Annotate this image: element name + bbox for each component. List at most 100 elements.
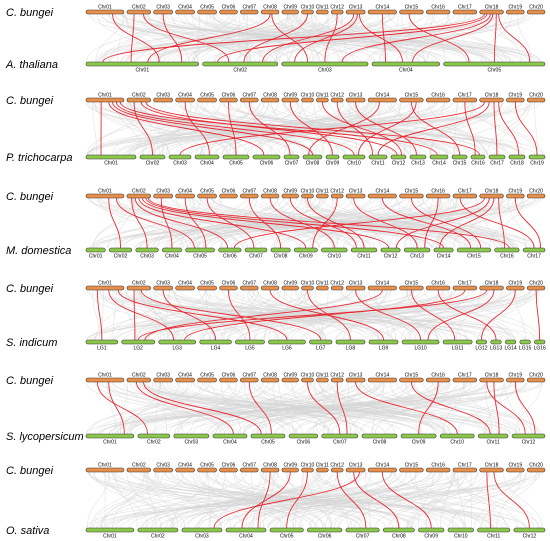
background-link (102, 471, 527, 529)
syntenic-link (498, 13, 531, 63)
syntenic-link (115, 197, 195, 249)
background-link (417, 471, 434, 529)
reference-chromosome-1-19 (506, 9, 525, 15)
target-chromosome-3-4 (162, 247, 182, 253)
background-link (240, 13, 514, 63)
reference-chromosome-2-4 (175, 97, 195, 103)
syntenic-link (437, 289, 497, 341)
reference-chromosome-label: Chr01 (98, 5, 112, 11)
reference-chromosome-label: Chr16 (431, 281, 445, 287)
reference-chromosome-1-6 (219, 9, 238, 15)
background-link (171, 289, 515, 341)
reference-chromosome-label: Chr20 (529, 189, 543, 195)
background-link (389, 381, 450, 435)
syntenic-link (262, 13, 355, 63)
reference-chromosome-4-6 (219, 285, 238, 291)
background-link (263, 471, 275, 529)
background-link (227, 381, 304, 435)
background-link (111, 471, 455, 529)
background-link (276, 471, 466, 529)
target-chromosome-label: Chr17 (490, 161, 504, 167)
reference-chromosome-5-17 (452, 377, 478, 383)
reference-chromosome-5-11 (316, 377, 329, 383)
background-link (323, 289, 537, 341)
background-link (126, 381, 385, 435)
background-link (194, 197, 376, 249)
background-link (448, 471, 522, 529)
syntenic-link (307, 381, 341, 435)
background-link (236, 381, 533, 435)
background-link (156, 197, 361, 249)
reference-chromosome-4-7 (240, 285, 259, 291)
syntenic-link (464, 101, 476, 156)
reference-chromosome-1-8 (260, 9, 280, 15)
target-chromosome-label: Chr06 (318, 534, 332, 540)
target-chromosome-2-5 (222, 154, 250, 160)
target-chromosome-2-16 (470, 154, 486, 160)
background-link (138, 289, 312, 341)
syntenic-link (493, 471, 530, 529)
target-chromosome-2-12 (390, 154, 407, 160)
reference-chromosome-4-2 (126, 285, 151, 291)
reference-chromosome-label: Chr02 (132, 5, 146, 11)
background-link (193, 197, 200, 249)
background-link (213, 13, 333, 63)
background-link (391, 101, 492, 156)
background-link (236, 289, 522, 341)
reference-chromosome-1-17 (452, 9, 478, 15)
background-link (100, 289, 189, 341)
target-chromosome-label: Chr09 (412, 440, 426, 446)
background-link (153, 381, 297, 435)
syntenic-link (514, 197, 542, 249)
syntenic-link (138, 197, 307, 249)
background-link (97, 197, 184, 249)
syntenic-link (395, 197, 490, 249)
reference-chromosome-label: Chr02 (132, 373, 146, 379)
reference-chromosome-label: Chr06 (222, 5, 236, 11)
reference-species-label: C. bungei (6, 191, 54, 203)
reference-chromosome-1-14 (367, 9, 397, 15)
background-link (389, 197, 442, 249)
syntenic-link (486, 381, 526, 435)
target-chromosome-label: Chr12 (522, 440, 536, 446)
reference-chromosome-label: Chr03 (156, 93, 170, 99)
background-link (189, 197, 282, 249)
reference-chromosome-1-11 (316, 9, 329, 15)
target-chromosome-label: Chr01 (103, 440, 117, 446)
target-chromosome-4-14 (504, 339, 517, 345)
background-link (502, 471, 542, 529)
syntenic-link (357, 101, 417, 156)
reference-chromosome-label: Chr09 (283, 463, 297, 469)
reference-chromosome-3-11 (316, 193, 329, 199)
chromosome-layer (85, 9, 546, 533)
target-chromosome-5-12 (511, 433, 546, 439)
background-link (385, 381, 512, 435)
syntenic-link (493, 101, 498, 156)
reference-chromosome-label: Chr18 (485, 463, 499, 469)
reference-species-label: C. bungei (6, 465, 54, 477)
target-chromosome-label: Chr06 (260, 161, 274, 167)
target-chromosome-6-2 (137, 527, 179, 533)
background-link (379, 13, 416, 63)
syntenic-link (115, 101, 355, 156)
background-link (93, 471, 222, 529)
background-link (220, 381, 242, 435)
reference-chromosome-2-17 (452, 97, 478, 103)
target-chromosome-3-17 (522, 247, 546, 253)
background-link (353, 471, 455, 529)
target-chromosome-4-5 (235, 339, 265, 345)
target-chromosome-2-15 (451, 154, 468, 160)
background-link (341, 13, 347, 63)
reference-chromosome-label: Chr15 (405, 189, 419, 195)
background-link (333, 471, 443, 529)
background-link (170, 289, 348, 341)
target-chromosome-label: Chr15 (467, 254, 481, 260)
target-chromosome-3-5 (185, 247, 215, 253)
target-chromosome-6-3 (181, 527, 223, 533)
background-link (108, 381, 512, 435)
background-link (289, 13, 317, 63)
target-chromosome-4-11 (442, 339, 473, 345)
reference-chromosome-3-12 (330, 193, 344, 199)
syntenic-link (206, 197, 255, 249)
background-link (95, 13, 231, 63)
